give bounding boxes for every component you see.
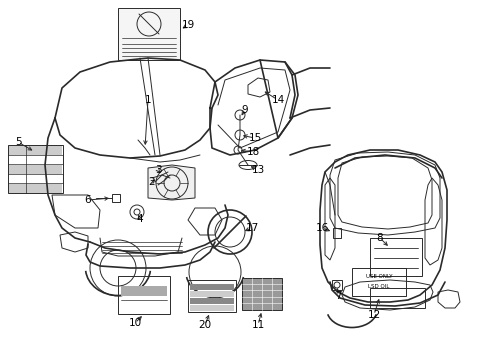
Bar	[9, 184, 62, 193]
Text: 16: 16	[315, 223, 328, 233]
Bar	[331, 280, 341, 290]
Text: 6: 6	[84, 195, 91, 205]
Bar	[9, 146, 62, 154]
Bar	[332, 228, 340, 238]
Text: 20: 20	[198, 320, 211, 330]
Bar	[118, 276, 170, 314]
Bar	[8, 145, 63, 193]
Text: 4: 4	[137, 214, 143, 224]
Text: 11: 11	[251, 320, 264, 330]
Bar	[242, 278, 282, 310]
Bar	[9, 165, 62, 174]
Text: 10: 10	[128, 318, 141, 328]
Bar	[351, 268, 405, 296]
Text: USE ONLY: USE ONLY	[365, 274, 391, 279]
Bar	[190, 291, 234, 297]
Text: 1: 1	[144, 95, 151, 105]
Bar	[190, 284, 234, 290]
Text: 5: 5	[15, 137, 21, 147]
Text: 19: 19	[181, 20, 194, 30]
Text: 2: 2	[148, 177, 155, 187]
Text: LSD OIL: LSD OIL	[367, 284, 389, 288]
Text: 7: 7	[334, 291, 341, 301]
Text: 3: 3	[154, 165, 161, 175]
Bar	[190, 298, 234, 304]
Text: 8: 8	[376, 233, 383, 243]
Bar	[118, 8, 180, 60]
Bar	[121, 286, 167, 296]
Text: 12: 12	[366, 310, 380, 320]
Text: 15: 15	[248, 133, 261, 143]
Bar	[369, 238, 421, 276]
Text: 14: 14	[271, 95, 284, 105]
Polygon shape	[148, 165, 195, 200]
Bar	[369, 288, 424, 308]
Text: 17: 17	[245, 223, 258, 233]
Bar	[187, 280, 236, 312]
Text: 18: 18	[246, 147, 259, 157]
Bar	[190, 305, 234, 311]
Text: 13: 13	[251, 165, 264, 175]
Text: 9: 9	[241, 105, 248, 115]
